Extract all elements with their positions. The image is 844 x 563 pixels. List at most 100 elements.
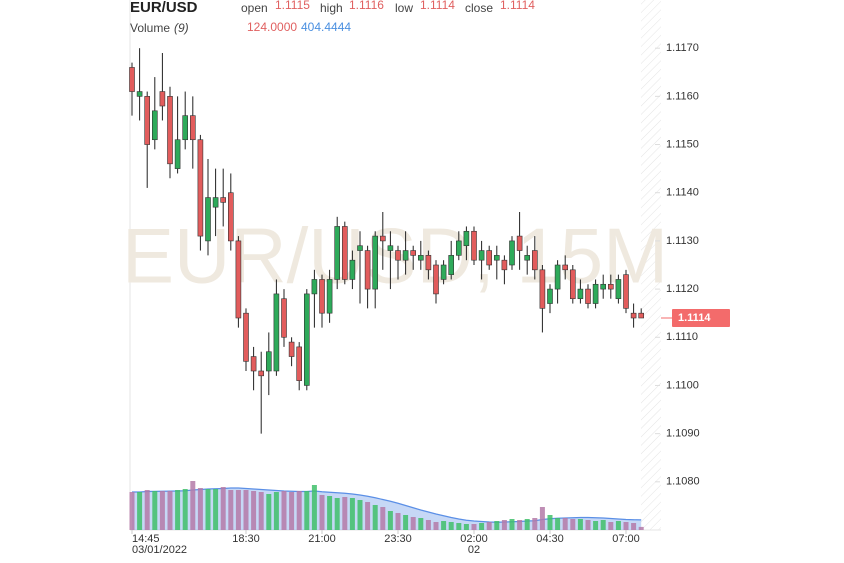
- y-tick-label: 1.1170: [666, 42, 699, 54]
- candle-body: [303, 293, 310, 386]
- volume-bar: [631, 523, 637, 530]
- volume-bar: [615, 521, 621, 530]
- volume-bar: [281, 491, 287, 530]
- y-tick-label: 1.1100: [666, 379, 699, 391]
- candle-body: [433, 264, 439, 295]
- candle-body: [341, 226, 348, 280]
- candle-body: [585, 288, 591, 304]
- volume-bar: [501, 520, 507, 530]
- volume-bar: [593, 521, 599, 530]
- volume-bar: [319, 495, 325, 530]
- candle-body: [364, 250, 371, 290]
- candle-body: [577, 288, 584, 300]
- volume-bar: [380, 507, 386, 530]
- candle-body: [197, 139, 204, 237]
- candle-body: [592, 283, 599, 304]
- volume-bar: [144, 490, 150, 530]
- volume-bar: [357, 500, 363, 530]
- candle-body: [402, 250, 409, 261]
- volume-bar: [600, 520, 606, 530]
- high-label: high: [320, 1, 343, 15]
- x-tick-label: 21:00: [308, 533, 336, 545]
- volume-bar: [433, 522, 439, 530]
- candle-body: [319, 279, 325, 314]
- symbol: EUR/USD: [130, 0, 198, 16]
- future-area: [641, 0, 661, 530]
- candle-body: [531, 250, 538, 271]
- volume-bar: [585, 520, 591, 530]
- open-label: open: [241, 1, 268, 15]
- candle-body: [288, 341, 295, 357]
- y-tick-label: 1.1130: [666, 235, 699, 247]
- volume-period: (9): [174, 21, 189, 35]
- candle-body: [410, 250, 417, 256]
- volume-ma-value: 404.4444: [301, 20, 351, 34]
- candle-body: [167, 96, 173, 165]
- last-price-tag: [672, 309, 730, 327]
- y-tick-label: 1.1140: [666, 187, 699, 199]
- volume-bar: [334, 498, 340, 530]
- volume-bar: [471, 524, 477, 530]
- candle-body: [129, 67, 135, 92]
- low-value: 1.1114: [420, 0, 455, 12]
- volume-bar: [266, 494, 272, 530]
- candle-body: [136, 91, 143, 97]
- volume-bar: [197, 488, 203, 530]
- volume-bar: [304, 491, 310, 530]
- volume-bar: [258, 492, 264, 530]
- candle-body: [334, 226, 341, 280]
- volume-bar: [577, 519, 583, 530]
- volume-label: Volume: [130, 21, 170, 35]
- candle-body: [524, 255, 531, 261]
- volume-bar: [243, 490, 249, 530]
- candle-body: [562, 264, 569, 271]
- volume-bar: [562, 518, 568, 530]
- volume-bar: [327, 496, 333, 530]
- volume-bar: [509, 519, 515, 530]
- volume-bar: [517, 520, 523, 530]
- volume-value: 124.0000: [247, 20, 297, 34]
- volume-bar: [137, 492, 143, 530]
- x-sub-label: 02: [468, 544, 480, 556]
- volume-bar: [486, 522, 492, 530]
- candle-body: [471, 230, 477, 261]
- candle-body: [205, 197, 211, 242]
- high-value: 1.1116: [349, 0, 384, 12]
- x-tick-label: 14:45: [132, 533, 160, 545]
- candle-body: [144, 96, 150, 145]
- candle-body: [623, 274, 629, 309]
- close-value: 1.1114: [500, 0, 535, 12]
- volume-bar: [311, 485, 317, 530]
- candle-body: [311, 279, 318, 295]
- candle-body: [478, 250, 485, 261]
- candle-body: [547, 288, 553, 304]
- candle-body: [615, 279, 622, 300]
- candle-body: [630, 312, 637, 319]
- y-tick-label: 1.1080: [666, 476, 700, 488]
- candle-body: [569, 269, 576, 300]
- volume-bar: [349, 498, 355, 530]
- candle-body: [273, 293, 280, 372]
- x-tick-label: 07:00: [612, 533, 640, 545]
- volume-bar: [273, 492, 279, 530]
- candle-body: [425, 255, 432, 271]
- volume-bar: [539, 507, 545, 530]
- volume-bar: [547, 515, 553, 530]
- candle-body: [190, 115, 196, 141]
- candle-body: [258, 370, 265, 377]
- volume-bar: [342, 497, 348, 530]
- candle-body: [296, 346, 303, 381]
- volume-bar: [448, 522, 454, 530]
- y-tick-label: 1.1110: [666, 331, 698, 343]
- candle-body: [372, 235, 379, 290]
- y-tick-label: 1.1090: [666, 428, 700, 440]
- candle-body: [235, 240, 242, 319]
- volume-bar: [410, 517, 416, 530]
- volume-bar: [251, 491, 257, 530]
- y-tick-label: 1.1120: [666, 283, 699, 295]
- candle-body: [250, 356, 257, 372]
- volume-bar: [532, 518, 538, 530]
- volume-bar: [167, 491, 173, 530]
- volume-bar: [372, 505, 378, 530]
